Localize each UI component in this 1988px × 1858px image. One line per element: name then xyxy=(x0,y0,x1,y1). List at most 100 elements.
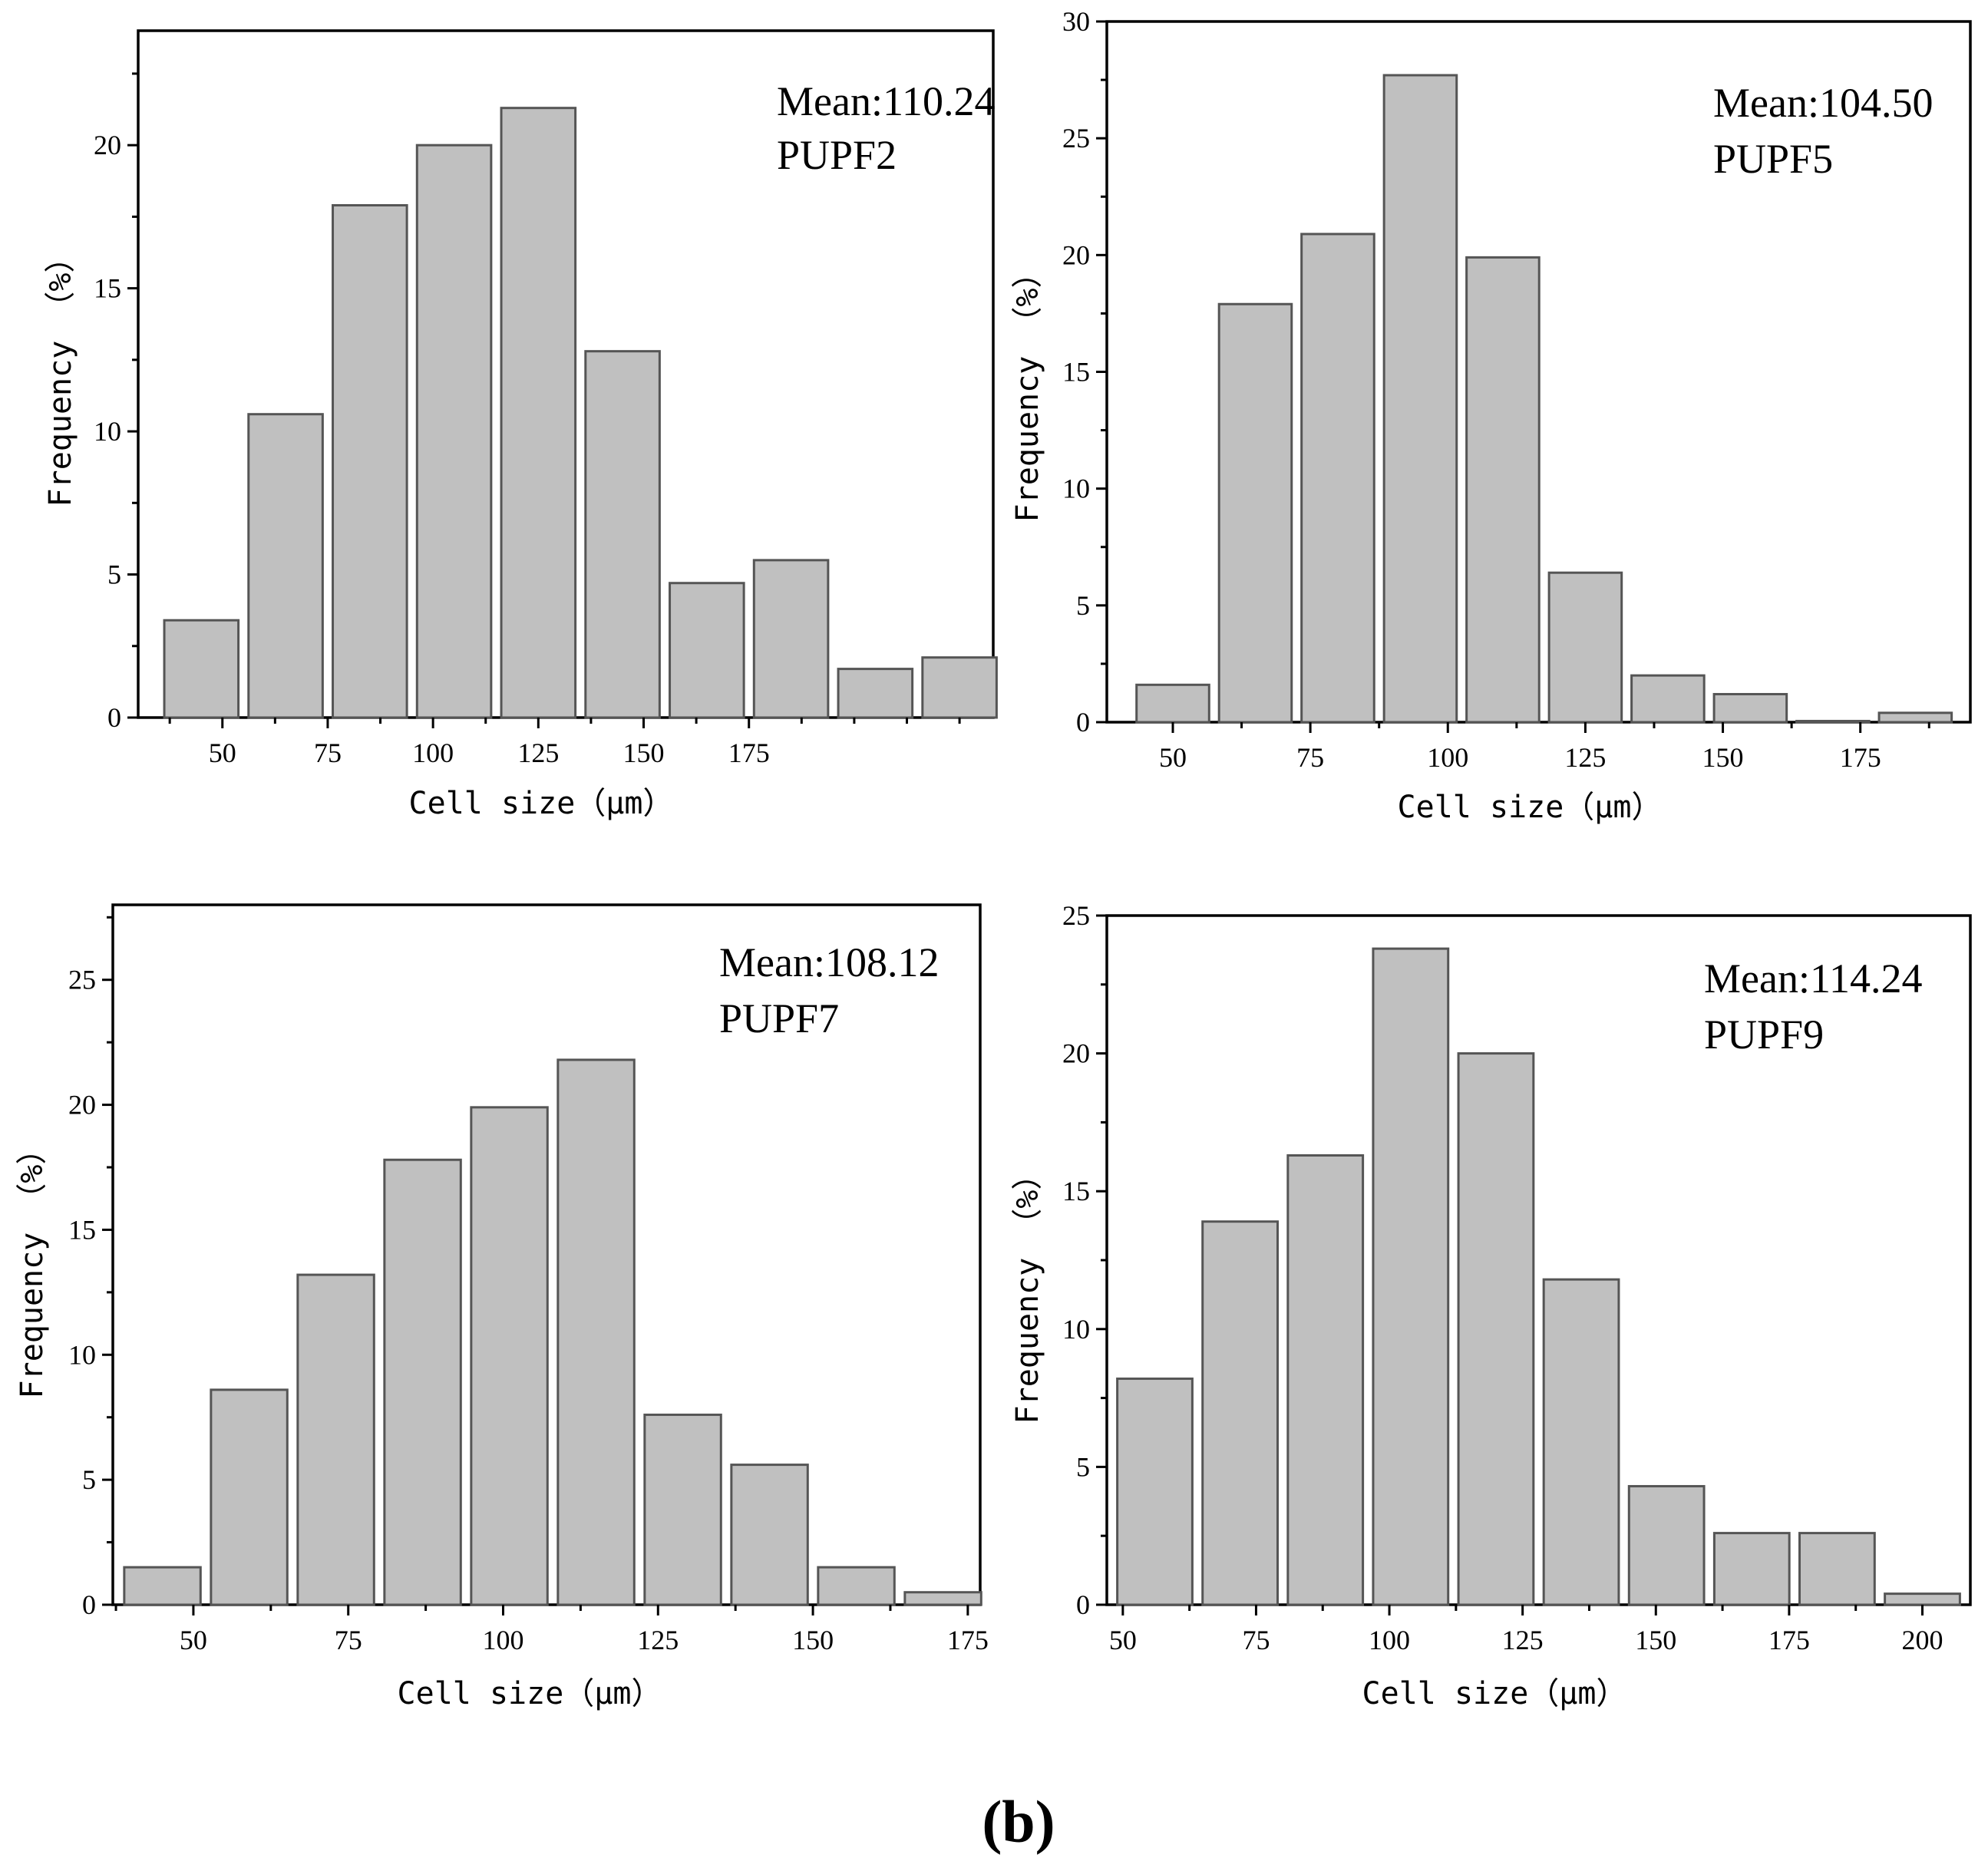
x-axis: 50 75 100 125 150 175 xyxy=(114,1605,989,1655)
x-tick-label: 50 xyxy=(180,1625,207,1655)
sample-annotation: PUPF9 xyxy=(1704,1012,1824,1058)
x-tick-label: 175 xyxy=(947,1625,989,1655)
x-tick-label: 175 xyxy=(728,738,770,768)
y-tick-label: 5 xyxy=(107,559,121,590)
x-tick-label: 150 xyxy=(1635,1625,1676,1655)
y-tick-label: 20 xyxy=(68,1090,96,1120)
bar-group xyxy=(1135,74,1953,724)
x-tick-label: 100 xyxy=(1369,1625,1410,1655)
bar xyxy=(730,1464,809,1606)
bar xyxy=(921,656,998,719)
y-tick-label: 20 xyxy=(94,130,121,160)
y-tick-label: 25 xyxy=(1062,900,1090,931)
bar xyxy=(1465,256,1541,724)
x-tick-label: 50 xyxy=(209,738,236,768)
bar xyxy=(470,1106,549,1606)
bar-group xyxy=(163,107,998,719)
x-tick-label: 175 xyxy=(1768,1625,1810,1655)
y-axis: 0 5 10 15 20 25 xyxy=(1062,900,1107,1620)
bar xyxy=(584,350,661,719)
y-tick-label: 20 xyxy=(1062,1038,1090,1069)
bar xyxy=(1798,1532,1876,1606)
y-axis: 0 5 10 15 20 xyxy=(94,72,138,733)
y-tick-label: 5 xyxy=(1076,1451,1090,1482)
bar xyxy=(247,413,324,719)
x-tick-label: 125 xyxy=(1502,1625,1544,1655)
bar xyxy=(210,1388,289,1606)
x-tick-label: 150 xyxy=(1702,742,1744,773)
bar xyxy=(163,619,240,719)
sample-annotation: PUPF7 xyxy=(719,995,839,1041)
x-tick-label: 50 xyxy=(1159,742,1187,773)
x-tick-label: 200 xyxy=(1902,1625,1943,1655)
bar xyxy=(1382,74,1458,724)
x-axis-label: Cell size（μm） xyxy=(398,1676,662,1711)
bar xyxy=(1457,1052,1535,1606)
y-tick-label: 10 xyxy=(94,416,121,447)
x-tick-label: 150 xyxy=(792,1625,834,1655)
bar xyxy=(332,203,408,719)
y-tick-label: 0 xyxy=(82,1589,96,1620)
bar xyxy=(643,1413,722,1606)
y-tick-label: 10 xyxy=(1062,474,1090,504)
y-tick-label: 15 xyxy=(1062,357,1090,388)
bar xyxy=(1877,711,1953,724)
x-tick-label: 125 xyxy=(637,1625,679,1655)
x-axis-label: Cell size（μm） xyxy=(1362,1676,1627,1711)
bar xyxy=(1135,683,1210,724)
x-tick-label: 100 xyxy=(1427,742,1468,773)
sample-annotation: PUPF5 xyxy=(1713,136,1833,182)
x-tick-label: 100 xyxy=(483,1625,524,1655)
x-tick-label: 125 xyxy=(517,738,559,768)
bar xyxy=(1116,1377,1194,1606)
x-tick-label: 50 xyxy=(1109,1625,1137,1655)
x-tick-label: 75 xyxy=(335,1625,362,1655)
y-tick-label: 0 xyxy=(107,702,121,733)
x-tick-label: 75 xyxy=(314,738,342,768)
y-axis: 0 5 10 15 20 25 30 xyxy=(1062,6,1107,738)
x-axis: 50 75 100 125 150 175 xyxy=(168,718,961,768)
bar xyxy=(1286,1154,1365,1606)
y-tick-label: 25 xyxy=(1062,123,1090,153)
x-tick-label: 150 xyxy=(623,738,665,768)
y-axis: 0 5 10 15 20 25 xyxy=(68,916,113,1620)
bar xyxy=(1300,233,1375,724)
mean-annotation: Mean:110.24 xyxy=(777,78,995,124)
x-axis-label: Cell size（μm） xyxy=(1398,790,1663,825)
x-axis: 50 75 100 125 150 175 200 xyxy=(1109,1605,1943,1655)
y-tick-label: 30 xyxy=(1062,6,1090,37)
chart-pupf2: 0 5 10 15 20 50 75 100 125 150 175 Mean:110.24 PU… xyxy=(43,29,998,821)
y-axis-label: Frequency （%） xyxy=(1010,1160,1045,1424)
bar xyxy=(1795,719,1871,724)
mean-annotation: Mean:108.12 xyxy=(719,939,939,985)
bar xyxy=(500,107,577,719)
bar xyxy=(903,1591,982,1606)
y-axis-label: Frequency （%） xyxy=(15,1134,50,1399)
y-tick-label: 5 xyxy=(82,1464,96,1495)
bar xyxy=(383,1158,462,1606)
x-axis-label: Cell size（μm） xyxy=(409,786,674,821)
bar xyxy=(817,1566,896,1606)
bar xyxy=(1547,571,1623,724)
bar xyxy=(1372,947,1450,1606)
y-tick-label: 15 xyxy=(94,273,121,304)
y-tick-label: 5 xyxy=(1076,590,1090,621)
x-tick-label: 75 xyxy=(1296,742,1324,773)
bar-group xyxy=(123,1058,982,1606)
y-tick-label: 25 xyxy=(68,965,96,995)
bar xyxy=(1884,1592,1961,1606)
y-tick-label: 20 xyxy=(1062,239,1090,270)
x-axis: 50 75 100 125 150 175 xyxy=(1159,722,1930,773)
bar xyxy=(1712,692,1788,724)
chart-pupf9: 0 5 10 15 20 25 50 75 100 125 150 175 200 Mean:114.… xyxy=(1010,900,1972,1711)
mean-annotation: Mean:114.24 xyxy=(1704,955,1922,1002)
x-tick-label: 125 xyxy=(1564,742,1606,773)
y-axis-label: Frequency （%） xyxy=(1010,258,1045,523)
bar xyxy=(669,582,745,719)
x-tick-label: 100 xyxy=(412,738,454,768)
chart-pupf5: 0 5 10 15 20 25 30 50 75 100 125 150 175 Mean:104.5… xyxy=(1010,6,1972,825)
bar xyxy=(1217,302,1293,724)
bar-group xyxy=(1116,947,1961,1606)
